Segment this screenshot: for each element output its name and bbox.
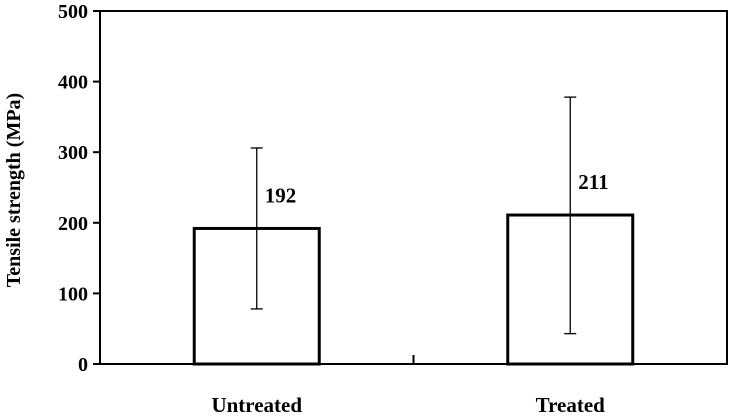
y-tick-label: 0 [78,354,88,376]
y-axis-title: Tensile strength (MPa) [3,93,25,287]
y-tick-label: 100 [58,283,88,305]
y-tick-label: 200 [58,213,88,235]
y-tick-label: 400 [58,72,88,94]
x-category-label: Treated [536,393,606,416]
y-tick-label: 500 [58,1,88,23]
y-tick-label: 300 [58,142,88,164]
x-category-label: Untreated [211,393,302,416]
data-label: 211 [578,170,608,194]
data-label: 192 [265,183,297,207]
